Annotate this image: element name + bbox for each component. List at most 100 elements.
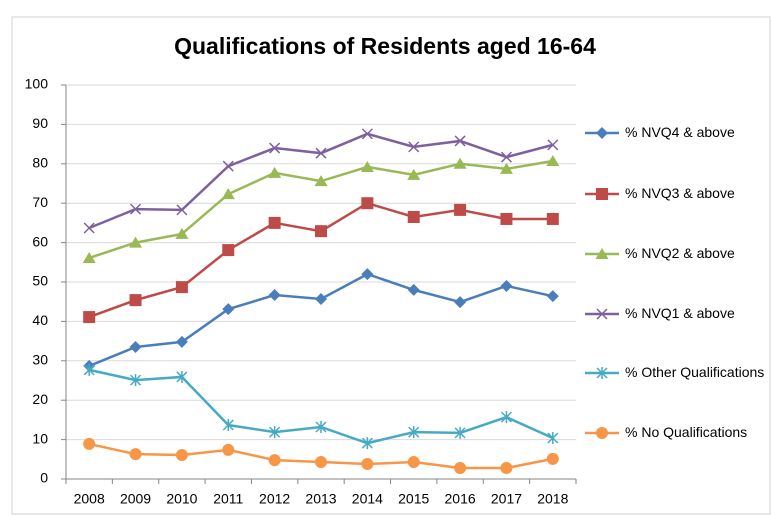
marker (129, 448, 142, 461)
marker (547, 432, 559, 445)
legend-marker (596, 126, 608, 139)
marker (500, 461, 513, 474)
marker (315, 225, 327, 238)
marker (176, 204, 188, 216)
marker (407, 283, 420, 296)
marker (130, 203, 142, 215)
marker (361, 437, 373, 450)
marker (546, 452, 559, 465)
y-tick-label: 80 (32, 155, 48, 171)
y-tick-label: 90 (32, 115, 48, 131)
legend-item: % No Qualifications (583, 422, 771, 443)
marker (361, 128, 373, 140)
legend-swatch (585, 247, 619, 259)
marker (500, 212, 513, 225)
marker (175, 281, 188, 294)
legend-label: % NVQ1 & above (625, 305, 735, 321)
y-tick-label: 40 (32, 312, 48, 328)
marker (546, 155, 560, 167)
y-tick-label: 10 (32, 430, 48, 446)
marker (222, 244, 235, 257)
y-tick-label: 30 (32, 352, 48, 368)
marker (454, 461, 467, 474)
x-tick-label: 2008 (74, 491, 105, 507)
marker (500, 279, 513, 292)
marker (453, 157, 467, 169)
legend-marker (596, 307, 608, 320)
marker (82, 251, 96, 263)
y-tick-label: 20 (32, 391, 48, 407)
marker (268, 454, 281, 467)
marker (547, 139, 559, 151)
y-tick-label: 70 (32, 194, 48, 210)
marker (361, 197, 374, 210)
marker (130, 374, 142, 387)
marker (407, 456, 420, 469)
y-tick-label: 60 (32, 233, 48, 249)
legend-item: % NVQ3 & above (583, 183, 771, 204)
marker (315, 147, 327, 159)
marker (83, 437, 96, 450)
marker (222, 443, 235, 456)
legend-label: % Other Qualifications (625, 364, 765, 380)
marker (314, 175, 328, 187)
legend-swatch (585, 126, 619, 139)
marker (454, 296, 467, 309)
marker (83, 311, 96, 324)
marker (407, 168, 421, 180)
legend-marker (595, 247, 609, 259)
marker (361, 268, 374, 281)
x-tick-label: 2018 (537, 491, 568, 507)
marker (175, 227, 189, 239)
marker (269, 142, 281, 154)
marker (175, 448, 188, 461)
x-tick-label: 2010 (166, 491, 197, 507)
chart-frame (11, 16, 771, 515)
legend-label: % No Qualifications (625, 424, 748, 440)
x-tick-label: 2013 (305, 491, 336, 507)
marker (221, 188, 235, 200)
legend-label: % NVQ2 & above (625, 245, 735, 261)
y-tick-label: 0 (40, 470, 48, 486)
marker (546, 290, 559, 303)
marker (315, 420, 327, 433)
legend-label: % NVQ3 & above (625, 185, 735, 201)
marker (408, 141, 420, 153)
legend-label: % NVQ4 & above (625, 124, 735, 140)
marker (361, 458, 374, 471)
legend-swatch (585, 366, 619, 379)
legend-marker (596, 366, 608, 379)
marker (129, 236, 143, 248)
legend-marker (596, 187, 608, 200)
marker (408, 426, 420, 439)
marker (360, 160, 374, 172)
marker (546, 212, 559, 225)
x-tick-label: 2016 (445, 491, 476, 507)
marker (269, 426, 281, 439)
marker (129, 294, 142, 307)
marker (83, 363, 95, 376)
marker (268, 166, 282, 178)
y-tick-label: 50 (32, 273, 48, 289)
marker (222, 419, 234, 432)
legend-item: % Other Qualifications (583, 362, 771, 383)
marker (315, 292, 327, 305)
marker (268, 216, 281, 229)
marker (454, 203, 467, 216)
marker (83, 222, 95, 234)
legend-swatch (585, 426, 619, 439)
legend-item: % NVQ1 & above (583, 303, 771, 324)
marker (454, 426, 466, 439)
marker (500, 411, 512, 424)
marker (500, 151, 512, 163)
marker (176, 370, 188, 383)
legend-item: % NVQ4 & above (583, 122, 771, 143)
x-tick-label: 2011 (213, 491, 243, 507)
x-tick-label: 2014 (352, 491, 383, 507)
marker (499, 162, 513, 174)
legend-swatch (585, 307, 619, 320)
y-tick-label: 100 (25, 76, 49, 92)
marker (454, 135, 466, 147)
